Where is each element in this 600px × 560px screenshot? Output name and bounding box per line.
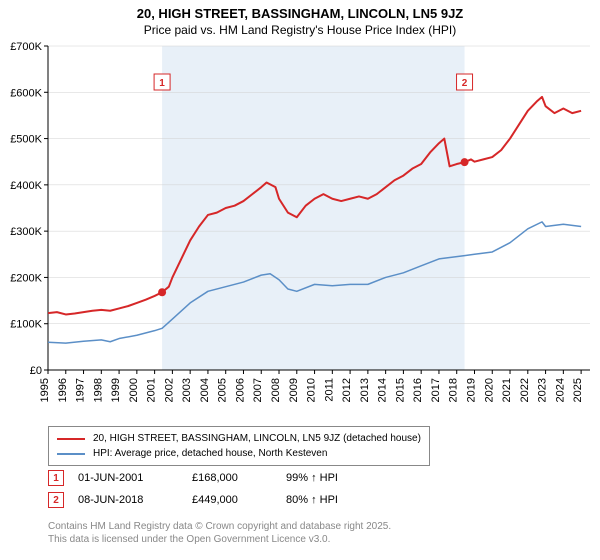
- svg-text:2024: 2024: [554, 378, 566, 402]
- sales-list: 1 01-JUN-2001 £168,000 99% ↑ HPI 2 08-JUN-201…: [48, 470, 386, 514]
- footer-line-1: Contains HM Land Registry data © Crown c…: [48, 520, 391, 533]
- sale-date: 01-JUN-2001: [78, 472, 178, 484]
- svg-text:£300K: £300K: [10, 226, 42, 238]
- svg-text:2004: 2004: [199, 378, 211, 402]
- svg-text:2017: 2017: [430, 378, 442, 402]
- svg-text:2000: 2000: [128, 378, 140, 402]
- footer-line-2: This data is licensed under the Open Gov…: [48, 533, 391, 546]
- svg-text:2012: 2012: [341, 378, 353, 402]
- svg-text:1995: 1995: [39, 378, 51, 402]
- chart-title-sub: Price paid vs. HM Land Registry's House …: [0, 23, 600, 37]
- svg-text:2013: 2013: [359, 378, 371, 402]
- sale-date: 08-JUN-2018: [78, 494, 178, 506]
- svg-text:2023: 2023: [537, 378, 549, 402]
- svg-text:2001: 2001: [146, 378, 158, 402]
- svg-text:2007: 2007: [252, 378, 264, 402]
- sale-pct: 99% ↑ HPI: [286, 472, 386, 484]
- sale-pct: 80% ↑ HPI: [286, 494, 386, 506]
- sale-price: £168,000: [192, 472, 272, 484]
- legend: 20, HIGH STREET, BASSINGHAM, LINCOLN, LN…: [48, 426, 430, 466]
- legend-swatch-1: [57, 438, 85, 440]
- svg-text:£200K: £200K: [10, 272, 42, 284]
- svg-text:2021: 2021: [501, 378, 513, 402]
- svg-text:2003: 2003: [181, 378, 193, 402]
- svg-text:2002: 2002: [163, 378, 175, 402]
- svg-text:2020: 2020: [483, 378, 495, 402]
- svg-text:1996: 1996: [57, 378, 69, 402]
- svg-text:£100K: £100K: [10, 319, 42, 331]
- svg-text:2011: 2011: [323, 378, 335, 402]
- legend-row-1: 20, HIGH STREET, BASSINGHAM, LINCOLN, LN…: [57, 431, 421, 446]
- svg-text:£500K: £500K: [10, 134, 42, 146]
- sale-marker: 1: [48, 470, 64, 486]
- svg-text:2022: 2022: [519, 378, 531, 402]
- sale-price: £449,000: [192, 494, 272, 506]
- svg-text:£700K: £700K: [10, 41, 42, 53]
- legend-label-2: HPI: Average price, detached house, Nort…: [93, 446, 327, 461]
- legend-label-1: 20, HIGH STREET, BASSINGHAM, LINCOLN, LN…: [93, 431, 421, 446]
- svg-text:2014: 2014: [377, 378, 389, 402]
- svg-text:2019: 2019: [465, 378, 477, 402]
- svg-text:2025: 2025: [572, 378, 584, 402]
- sale-row: 1 01-JUN-2001 £168,000 99% ↑ HPI: [48, 470, 386, 486]
- legend-row-2: HPI: Average price, detached house, Nort…: [57, 446, 421, 461]
- svg-text:1: 1: [159, 78, 165, 89]
- sale-row: 2 08-JUN-2018 £449,000 80% ↑ HPI: [48, 492, 386, 508]
- footer: Contains HM Land Registry data © Crown c…: [48, 520, 391, 546]
- svg-text:2018: 2018: [448, 378, 460, 402]
- sale-marker: 2: [48, 492, 64, 508]
- svg-text:2005: 2005: [217, 378, 229, 402]
- svg-text:2015: 2015: [394, 378, 406, 402]
- legend-swatch-2: [57, 453, 85, 455]
- svg-text:£400K: £400K: [10, 180, 42, 192]
- chart-title-address: 20, HIGH STREET, BASSINGHAM, LINCOLN, LN…: [0, 6, 600, 21]
- svg-text:1998: 1998: [92, 378, 104, 402]
- svg-text:1999: 1999: [110, 378, 122, 402]
- svg-text:2010: 2010: [306, 378, 318, 402]
- chart-area: £0 £100K £200K £300K £400K £500K £600K £700K 199…: [0, 40, 600, 420]
- svg-text:2: 2: [462, 78, 468, 89]
- svg-text:£600K: £600K: [10, 87, 42, 99]
- svg-text:£0: £0: [30, 365, 42, 377]
- svg-text:1997: 1997: [75, 378, 87, 402]
- svg-text:2008: 2008: [270, 378, 282, 402]
- svg-text:2009: 2009: [288, 378, 300, 402]
- svg-text:2016: 2016: [412, 378, 424, 402]
- svg-text:2006: 2006: [234, 378, 246, 402]
